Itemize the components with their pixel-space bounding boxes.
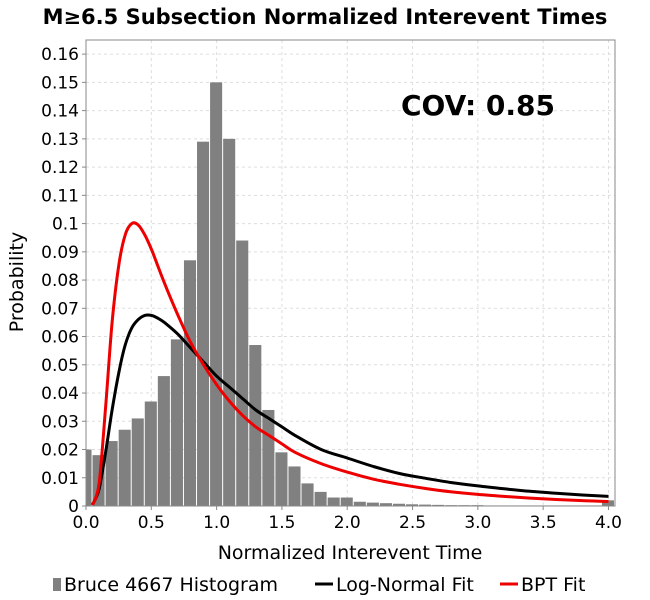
legend-label-lognormal: Log-Normal Fit (336, 574, 474, 596)
y-tick-label: 0.12 (41, 158, 79, 178)
x-tick-label: 4.0 (595, 513, 622, 533)
histogram-bar (131, 418, 144, 506)
y-tick-label: 0.14 (41, 102, 79, 122)
histogram-bar (327, 497, 340, 506)
histogram-bar (419, 504, 432, 506)
y-tick-label: 0.13 (41, 130, 79, 150)
x-tick-label: 0.5 (138, 513, 165, 533)
histogram-bar (118, 429, 131, 506)
histogram-bar (262, 409, 275, 506)
x-tick-label: 3.5 (530, 513, 557, 533)
x-axis-label: Normalized Interevent Time (218, 542, 483, 564)
x-tick-label: 1.0 (203, 513, 230, 533)
y-tick-label: 0 (68, 497, 79, 517)
y-tick-label: 0.07 (41, 299, 79, 319)
histogram-bar (236, 240, 249, 506)
y-tick-label: 0.1 (52, 215, 79, 235)
histogram-bar (406, 504, 419, 506)
lognormal-fit-line (91, 313, 609, 506)
histogram-bar (340, 497, 353, 506)
y-tick-label: 0.01 (41, 469, 79, 489)
y-tick-label: 0.11 (41, 186, 79, 206)
legend-label-histogram: Bruce 4667 Histogram (64, 574, 278, 596)
fit-lines (91, 221, 609, 506)
histogram-bars (86, 82, 614, 506)
bpt-fit-line (91, 221, 609, 506)
histogram-bar (301, 483, 314, 506)
histogram-bar (170, 339, 183, 506)
y-axis-ticks: 0 0.01 0.02 0.03 0.04 0.05 0.06 0.07 0.08 0.09 0.1… (41, 45, 86, 517)
y-tick-label: 0.08 (41, 271, 79, 291)
legend-label-bpt: BPT Fit (521, 574, 585, 596)
histogram-bar (210, 82, 223, 506)
y-axis-label: Probability (6, 232, 28, 332)
histogram-bar (379, 503, 392, 506)
histogram-bar (105, 441, 118, 506)
histogram-bar (392, 503, 406, 506)
y-tick-label: 0.03 (41, 412, 79, 432)
histogram-bar (353, 501, 366, 506)
histogram-bar (144, 401, 157, 506)
histogram-bar (223, 138, 236, 506)
y-tick-label: 0.02 (41, 441, 79, 461)
histogram-bar (183, 260, 197, 506)
y-tick-label: 0.09 (41, 243, 79, 263)
histogram-bar (197, 141, 210, 506)
chart-title: M≥6.5 Subsection Normalized Interevent T… (43, 5, 608, 29)
grid (85, 40, 615, 507)
legend: Bruce 4667 Histogram Log-Normal Fit BPT … (53, 574, 585, 596)
x-tick-label: 3.0 (464, 513, 491, 533)
plot-frame (85, 39, 616, 507)
y-tick-label: 0.05 (41, 356, 79, 376)
cov-annotation: COV: 0.85 (401, 89, 555, 122)
legend-swatch-histogram (53, 578, 61, 591)
histogram-bar (288, 466, 301, 506)
histogram-bar (601, 500, 614, 506)
histogram-bar (366, 502, 379, 506)
x-tick-label: 1.5 (268, 513, 295, 533)
y-tick-label: 0.16 (41, 45, 79, 65)
histogram-bar (314, 491, 327, 506)
y-tick-label: 0.04 (41, 384, 79, 404)
x-tick-label: 2.0 (334, 513, 361, 533)
histogram-bar (86, 449, 92, 506)
y-tick-label: 0.06 (41, 328, 79, 348)
x-tick-label: 2.5 (399, 513, 426, 533)
y-tick-label: 0.15 (41, 73, 79, 93)
x-tick-label: 0.0 (72, 513, 99, 533)
histogram-bar (275, 452, 288, 506)
x-axis-ticks: 0.0 0.5 1.0 1.5 2.0 2.5 3.0 3.5 4.0 (72, 506, 622, 533)
histogram-bar (432, 504, 445, 506)
histogram-bar (157, 376, 170, 506)
